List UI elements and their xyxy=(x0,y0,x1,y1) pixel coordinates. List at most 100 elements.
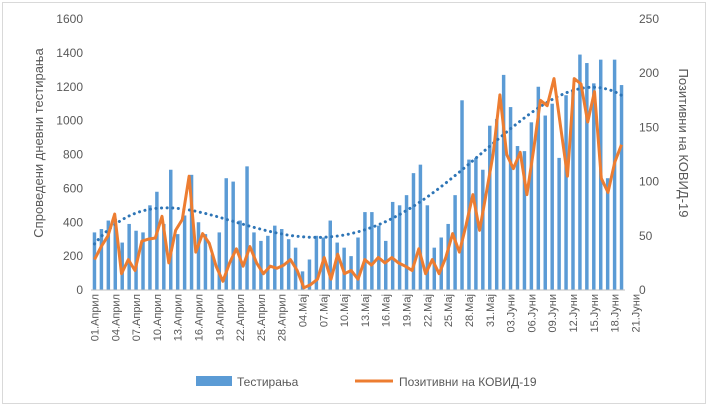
x-tick-label: 01.Април xyxy=(90,294,102,341)
bar xyxy=(439,237,443,290)
bar xyxy=(397,205,402,290)
bar xyxy=(585,63,589,290)
y-tick-label: 0 xyxy=(76,283,83,297)
bar xyxy=(501,74,506,290)
legend-swatch-bars xyxy=(196,376,232,386)
bar xyxy=(418,164,423,290)
bar xyxy=(564,95,568,290)
right-axis-ticks: 0 50 100 150 200 250 xyxy=(639,12,659,297)
chart-svg: 0 200 400 600 800 1000 1200 1400 1600 0 50 100 150 2… xyxy=(31,12,691,389)
right-axis-title: Позитивни на КОВИД-19 xyxy=(676,69,691,218)
bar xyxy=(488,125,492,291)
bar xyxy=(106,220,111,290)
x-tick-label: 25.Април xyxy=(256,294,268,341)
bar xyxy=(605,178,610,290)
x-tick-label: 19.Мај xyxy=(402,294,414,327)
x-tick-label: 15.Јуни xyxy=(589,294,601,333)
legend-label-line: Позитивни на КОВИД-19 xyxy=(399,375,537,389)
bar xyxy=(356,237,360,290)
x-tick-label: 07.Април xyxy=(131,294,143,341)
trendline xyxy=(93,85,623,246)
bar xyxy=(279,229,284,290)
left-axis-ticks: 0 200 400 600 800 1000 1200 1400 1600 xyxy=(56,12,83,297)
bar-series-testiranja xyxy=(92,54,624,291)
bar xyxy=(273,225,277,290)
y-tick-label: 200 xyxy=(63,249,83,263)
line-path xyxy=(93,77,623,290)
bar xyxy=(550,103,554,290)
bar xyxy=(252,232,256,290)
y-tick-label: 1000 xyxy=(56,114,83,128)
bar xyxy=(384,240,388,290)
x-tick-label: 04.Мај xyxy=(298,294,310,327)
bar xyxy=(314,235,319,290)
bar xyxy=(210,254,215,290)
bar xyxy=(328,220,332,290)
y2-tick-label: 150 xyxy=(639,120,659,134)
bar xyxy=(474,157,478,290)
bar xyxy=(175,234,180,290)
x-tick-label: 06.Јуни xyxy=(526,294,538,333)
bar xyxy=(120,242,124,290)
bar xyxy=(390,201,395,290)
bar xyxy=(217,232,222,290)
x-tick-label: 21.Јуни xyxy=(630,294,642,333)
bar xyxy=(522,151,527,290)
y-tick-label: 400 xyxy=(63,215,83,229)
trendline-path xyxy=(93,85,623,246)
bar xyxy=(224,178,228,290)
x-tick-label: 04.Април xyxy=(110,294,122,341)
bar xyxy=(231,181,235,290)
bar xyxy=(515,146,520,290)
bar xyxy=(155,191,159,290)
bar xyxy=(494,118,499,291)
x-tick-label: 28.Мај xyxy=(464,294,476,327)
legend-label-bars: Тестирања xyxy=(237,375,299,389)
bar xyxy=(148,205,152,290)
bar xyxy=(349,256,353,291)
bar xyxy=(460,100,464,290)
bar xyxy=(307,259,312,290)
x-tick-label: 07.Мај xyxy=(318,294,330,327)
bar xyxy=(578,54,582,290)
x-tick-label: 16.Мај xyxy=(381,294,393,327)
x-tick-label: 22.Мај xyxy=(422,294,434,327)
y2-tick-label: 250 xyxy=(639,12,659,26)
bar xyxy=(162,223,166,290)
bar xyxy=(370,212,374,290)
x-tick-label: 28.Април xyxy=(277,294,289,341)
x-tick-label: 16.Април xyxy=(194,294,206,341)
y-tick-label: 1600 xyxy=(56,12,83,26)
bar xyxy=(536,86,541,290)
bar xyxy=(245,166,249,290)
x-tick-label: 22.Април xyxy=(235,294,247,341)
bar xyxy=(571,90,575,290)
bar xyxy=(619,85,624,290)
bar xyxy=(446,223,450,290)
x-tick-label: 10.Април xyxy=(152,294,164,341)
bar xyxy=(286,239,291,290)
x-tick-label: 18.Јуни xyxy=(610,294,622,333)
x-tick-label: 13.Април xyxy=(173,294,185,341)
bar xyxy=(92,232,97,290)
bar xyxy=(99,229,104,290)
bar xyxy=(467,159,471,290)
y2-tick-label: 100 xyxy=(639,175,659,189)
x-tick-label: 25.Мај xyxy=(443,294,455,327)
legend: Тестирања Позитивни на КОВИД-19 xyxy=(196,375,537,389)
y-tick-label: 800 xyxy=(63,148,83,162)
bar xyxy=(182,215,187,290)
bar xyxy=(425,205,430,290)
bar xyxy=(189,174,194,290)
bar xyxy=(612,59,617,291)
bar xyxy=(113,218,118,290)
y2-tick-label: 50 xyxy=(639,229,653,243)
bar xyxy=(266,235,270,290)
bar xyxy=(432,247,437,290)
bar xyxy=(557,157,561,290)
left-axis-title: Спроведени дневни тестирања xyxy=(31,48,46,238)
bar xyxy=(592,83,596,290)
x-tick-label: 10.Мај xyxy=(339,294,351,327)
x-axis-ticks: 01.Април 04.Април 07.Април 10.Април 13.Април… xyxy=(90,294,643,341)
y-tick-label: 1200 xyxy=(56,80,83,94)
